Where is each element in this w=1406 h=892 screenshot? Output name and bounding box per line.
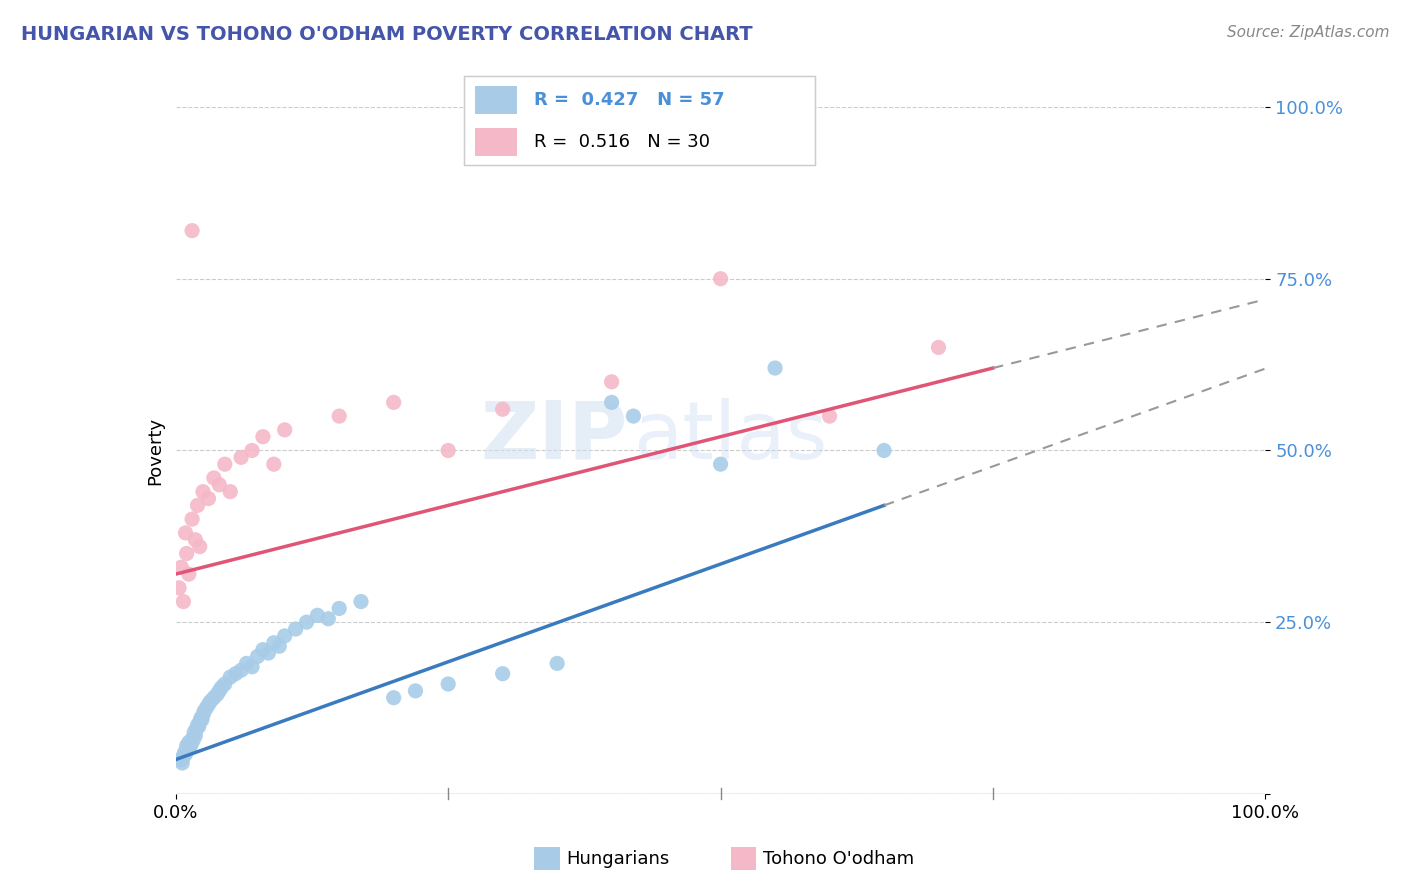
Text: R =  0.427   N = 57: R = 0.427 N = 57	[534, 91, 725, 109]
Point	[172, 756, 194, 770]
Point	[205, 687, 228, 701]
Point	[177, 567, 200, 582]
Point	[197, 491, 219, 506]
Text: Source: ZipAtlas.com: Source: ZipAtlas.com	[1226, 25, 1389, 40]
FancyBboxPatch shape	[475, 128, 517, 156]
Point	[202, 690, 225, 705]
Point	[181, 731, 204, 746]
Point	[177, 742, 200, 756]
Point	[818, 409, 841, 424]
Point	[208, 683, 231, 698]
Point	[176, 739, 198, 753]
Point	[167, 581, 190, 595]
Point	[246, 649, 269, 664]
Point	[252, 642, 274, 657]
Point	[188, 540, 211, 554]
Point	[492, 666, 515, 681]
Point	[214, 457, 236, 471]
Point	[318, 612, 340, 626]
Point	[180, 738, 202, 752]
Point	[174, 525, 197, 540]
Point	[307, 608, 329, 623]
Point	[928, 340, 950, 354]
Point	[174, 747, 197, 761]
Point	[263, 457, 285, 471]
Point	[405, 683, 427, 698]
Point	[177, 735, 200, 749]
Point	[184, 729, 207, 743]
Point	[219, 670, 242, 684]
Text: Tohono O'odham: Tohono O'odham	[763, 850, 914, 868]
Point	[621, 409, 644, 424]
Point	[328, 601, 350, 615]
Point	[328, 409, 350, 424]
Text: atlas: atlas	[633, 398, 828, 475]
Point	[179, 740, 201, 755]
Point	[600, 375, 623, 389]
Point	[274, 629, 297, 643]
Point	[188, 714, 211, 729]
Point	[184, 533, 207, 547]
Point	[225, 666, 247, 681]
Point	[183, 725, 205, 739]
Point	[257, 646, 280, 660]
Point	[170, 560, 193, 574]
Point	[181, 733, 204, 747]
Point	[873, 443, 896, 458]
Point	[235, 657, 257, 671]
Point	[269, 639, 291, 653]
Point	[193, 705, 215, 719]
Point	[350, 594, 373, 608]
Point	[181, 224, 204, 238]
Point	[181, 512, 204, 526]
Point	[763, 361, 786, 376]
Point	[172, 594, 194, 608]
Point	[710, 457, 733, 471]
Point	[190, 711, 212, 725]
Point	[252, 430, 274, 444]
Point	[186, 499, 209, 513]
Point	[170, 753, 193, 767]
Point	[263, 636, 285, 650]
Point	[382, 690, 405, 705]
Point	[208, 478, 231, 492]
Point	[176, 546, 198, 561]
Point	[240, 660, 263, 674]
Point	[195, 701, 218, 715]
Point	[173, 746, 195, 760]
Point	[211, 681, 233, 695]
Point	[600, 395, 623, 409]
Text: ZIP: ZIP	[481, 398, 628, 475]
Point	[231, 663, 253, 677]
Point	[240, 443, 263, 458]
Text: R =  0.516   N = 30: R = 0.516 N = 30	[534, 133, 710, 151]
Point	[437, 443, 460, 458]
Point	[710, 271, 733, 285]
Point	[284, 622, 307, 636]
Point	[186, 718, 209, 732]
Y-axis label: Poverty: Poverty	[146, 417, 165, 484]
Text: HUNGARIAN VS TOHONO O'ODHAM POVERTY CORRELATION CHART: HUNGARIAN VS TOHONO O'ODHAM POVERTY CORR…	[21, 25, 752, 44]
Point	[492, 402, 515, 417]
Text: Hungarians: Hungarians	[567, 850, 669, 868]
Point	[172, 749, 194, 764]
Point	[437, 677, 460, 691]
Point	[214, 677, 236, 691]
Point	[186, 722, 208, 736]
Point	[546, 657, 568, 671]
Point	[219, 484, 242, 499]
FancyBboxPatch shape	[475, 86, 517, 114]
Point	[191, 707, 214, 722]
Point	[200, 694, 222, 708]
Point	[202, 471, 225, 485]
Point	[191, 484, 214, 499]
Point	[295, 615, 318, 630]
Point	[231, 450, 253, 465]
Point	[197, 698, 219, 712]
Point	[187, 720, 209, 734]
Point	[382, 395, 405, 409]
Point	[191, 713, 214, 727]
Point	[274, 423, 297, 437]
